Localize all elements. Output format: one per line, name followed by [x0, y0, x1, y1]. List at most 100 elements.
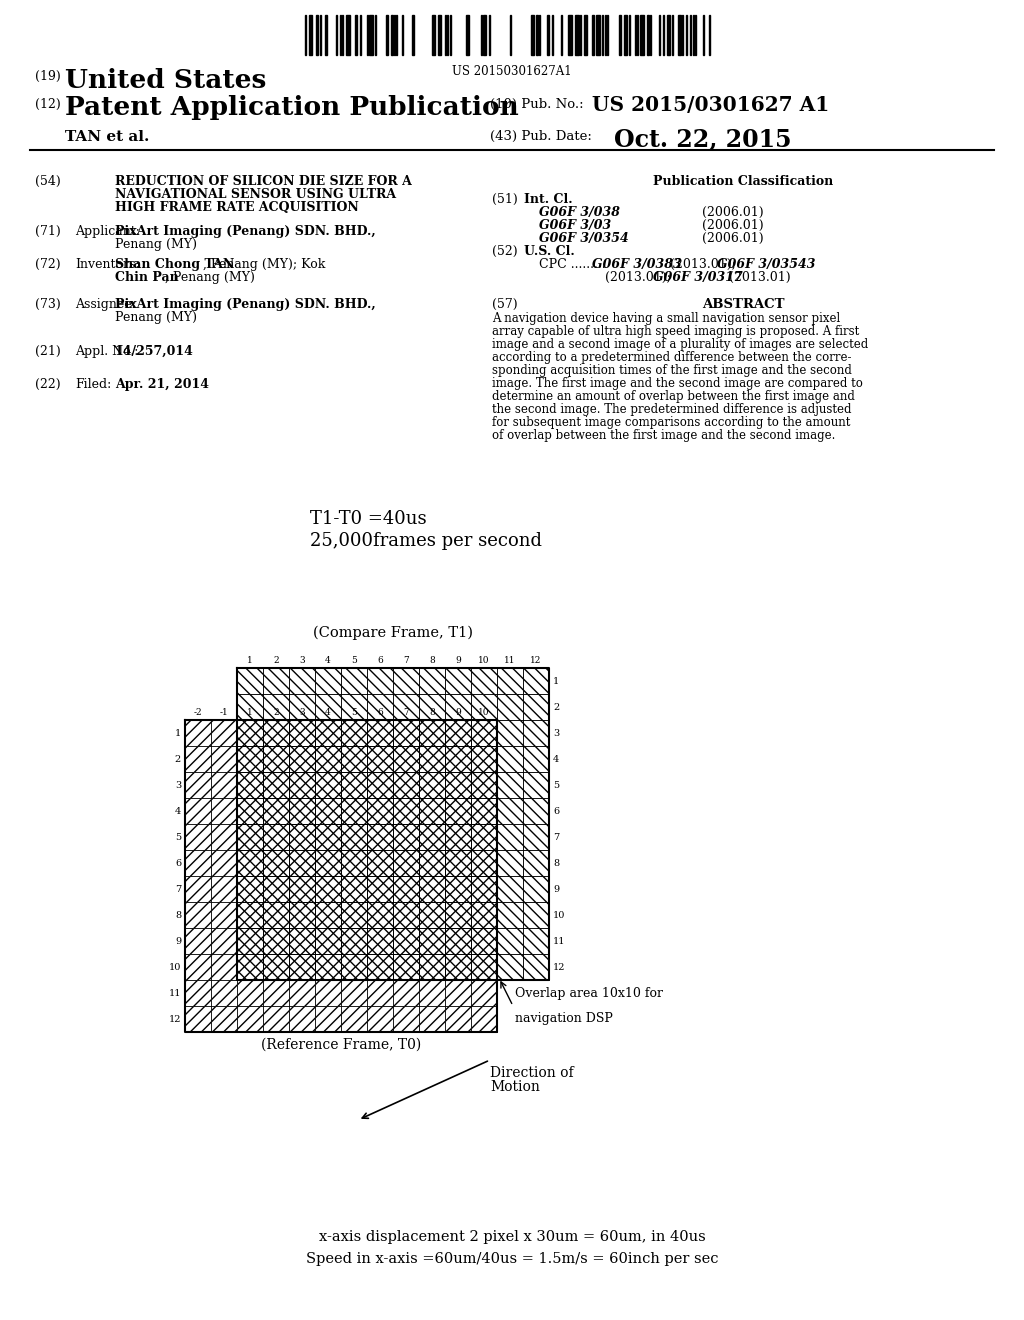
Text: TAN et al.: TAN et al. — [65, 129, 150, 144]
Bar — [445, 799, 471, 824]
Bar — [536, 15, 538, 55]
Bar — [547, 15, 549, 55]
Bar — [393, 954, 419, 979]
Text: -2: -2 — [194, 708, 203, 717]
Text: Applicant:: Applicant: — [75, 224, 140, 238]
Text: 1: 1 — [553, 676, 559, 685]
Bar — [471, 746, 497, 772]
Bar — [211, 799, 237, 824]
Bar — [185, 746, 211, 772]
Bar — [445, 876, 471, 902]
Text: G06F 3/038: G06F 3/038 — [539, 206, 620, 219]
Text: 9: 9 — [175, 936, 181, 945]
Bar — [419, 979, 445, 1006]
Bar — [419, 876, 445, 902]
Bar — [367, 719, 393, 746]
Bar — [315, 1006, 341, 1032]
Bar — [341, 799, 367, 824]
Bar — [185, 928, 211, 954]
Bar — [341, 902, 367, 928]
Bar — [211, 850, 237, 876]
Bar — [523, 772, 549, 799]
Text: Chin Pan: Chin Pan — [115, 271, 179, 284]
Bar — [289, 746, 315, 772]
Bar — [341, 979, 367, 1006]
Bar — [367, 902, 393, 928]
Bar — [237, 902, 263, 928]
Text: 2: 2 — [273, 656, 279, 665]
Bar — [341, 719, 367, 746]
Text: , Penang (MY); Kok: , Penang (MY); Kok — [203, 257, 326, 271]
Bar — [568, 15, 572, 55]
Bar — [315, 928, 341, 954]
Bar — [391, 15, 393, 55]
Text: U.S. Cl.: U.S. Cl. — [524, 246, 574, 257]
Bar — [667, 15, 670, 55]
Bar — [263, 746, 289, 772]
Bar — [211, 979, 237, 1006]
Bar — [471, 928, 497, 954]
Text: (Reference Frame, T0): (Reference Frame, T0) — [261, 1038, 421, 1052]
Bar — [289, 954, 315, 979]
Bar — [315, 772, 341, 799]
Text: 6: 6 — [175, 858, 181, 867]
Bar — [289, 799, 315, 824]
Bar — [367, 824, 393, 850]
Bar — [497, 850, 523, 876]
Text: (71): (71) — [35, 224, 60, 238]
Bar — [367, 850, 393, 876]
Text: US 20150301627A1: US 20150301627A1 — [453, 65, 571, 78]
Bar — [237, 772, 263, 799]
Bar — [289, 694, 315, 719]
Text: Appl. No.:: Appl. No.: — [75, 345, 138, 358]
Text: 4: 4 — [553, 755, 559, 763]
Bar — [341, 876, 367, 902]
Bar — [237, 772, 263, 799]
Bar — [263, 668, 289, 694]
Bar — [237, 668, 263, 694]
Bar — [523, 824, 549, 850]
Text: 9: 9 — [455, 708, 461, 717]
Text: of overlap between the first image and the second image.: of overlap between the first image and t… — [492, 429, 836, 442]
Bar — [367, 772, 393, 799]
Bar — [419, 850, 445, 876]
Bar — [367, 954, 393, 979]
Bar — [263, 799, 289, 824]
Text: G06F 3/0354: G06F 3/0354 — [539, 232, 629, 246]
Text: 4: 4 — [175, 807, 181, 816]
Bar — [346, 15, 350, 55]
Bar — [419, 954, 445, 979]
Bar — [471, 928, 497, 954]
Text: 5: 5 — [351, 708, 357, 717]
Bar — [237, 824, 263, 850]
Bar — [497, 668, 523, 694]
Bar — [341, 772, 367, 799]
Text: Shan Chong TAN: Shan Chong TAN — [115, 257, 234, 271]
Bar — [419, 876, 445, 902]
Bar — [341, 902, 367, 928]
Text: 10: 10 — [478, 656, 489, 665]
Bar — [393, 902, 419, 928]
Bar — [471, 876, 497, 902]
Bar — [263, 850, 289, 876]
Bar — [289, 928, 315, 954]
Text: 1: 1 — [247, 656, 253, 665]
Bar — [367, 876, 393, 902]
Text: 25,000frames per second: 25,000frames per second — [310, 532, 542, 550]
Text: array capable of ultra high speed imaging is proposed. A first: array capable of ultra high speed imagin… — [492, 325, 859, 338]
Bar — [289, 799, 315, 824]
Text: A navigation device having a small navigation sensor pixel: A navigation device having a small navig… — [492, 312, 841, 325]
Bar — [237, 876, 263, 902]
Bar — [263, 928, 289, 954]
Text: 12: 12 — [553, 962, 565, 972]
Bar — [315, 719, 341, 746]
Bar — [367, 954, 393, 979]
Bar — [211, 928, 237, 954]
Bar — [393, 694, 419, 719]
Bar — [263, 876, 289, 902]
Bar — [445, 954, 471, 979]
Bar — [393, 668, 419, 694]
Bar — [289, 876, 315, 902]
Bar — [523, 799, 549, 824]
Bar — [315, 876, 341, 902]
